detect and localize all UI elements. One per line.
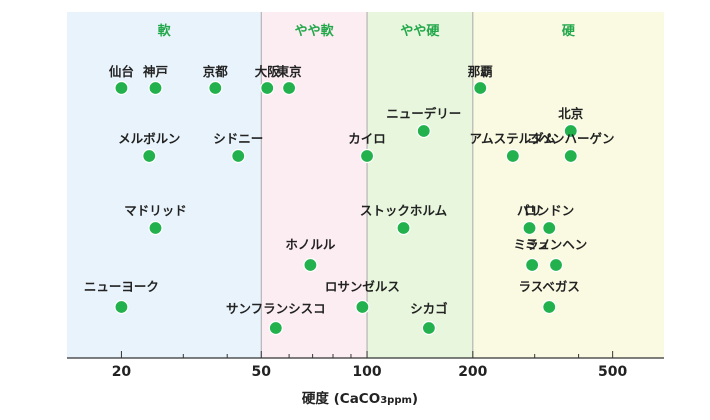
point-label-23: サンフランシスコ [226,301,326,316]
point-label-8: メルボルン [118,131,180,146]
band-3 [472,12,664,358]
point-24 [421,320,437,336]
point-9 [231,148,246,164]
point-label-17: ホノルル [285,237,336,252]
point-14 [396,220,411,236]
point-2 [208,80,223,96]
point-10 [359,148,375,164]
point-11 [505,148,520,164]
point-16 [542,220,557,236]
point-label-5: 那覇 [468,64,494,79]
tick-label-4: 500 [598,364,627,380]
point-label-12: コペンハーゲン [527,131,615,146]
point-label-19: ミュンヘン [525,237,588,252]
point-19 [548,257,564,273]
band-2 [367,12,473,358]
point-label-9: シドニー [213,131,263,146]
point-label-15: パリ [517,203,542,218]
point-label-21: ロサンゼルス [325,279,400,294]
point-23 [268,320,283,336]
x-axis: 20 50 100 200 500 [67,351,664,380]
point-label-14: ストックホルム [360,203,448,218]
point-label-4: 東京 [277,64,303,79]
point-3 [260,80,275,96]
point-label-7: 北京 [558,106,584,121]
tick-label-1: 50 [252,364,272,380]
x-axis-title-tail: ) [412,391,418,407]
point-21 [355,299,370,315]
tick-label-0: 20 [112,364,132,380]
band-label-1: やや軟 [295,23,335,39]
point-1 [148,80,163,96]
point-12 [563,148,578,164]
point-label-20: ニューヨーク [84,279,159,294]
point-5 [473,80,488,96]
point-22 [542,299,557,315]
x-axis-title-sub: 3ppm [380,395,412,406]
point-label-10: カイロ [348,131,386,146]
point-label-2: 京都 [203,64,229,79]
point-label-1: 神戸 [143,64,168,79]
band-1 [261,12,368,358]
band-label-0: 軟 [158,23,172,39]
tick-label-2: 100 [352,364,381,380]
band-0 [67,12,262,358]
point-15 [522,220,537,236]
point-8 [142,148,157,164]
point-7 [563,123,578,139]
point-4 [281,80,297,96]
band-label-3: 硬 [562,24,576,39]
point-0 [114,80,129,96]
x-axis-title-main: 硬度 (CaCO [302,390,380,407]
point-label-16: ロンドン [524,203,574,218]
point-label-6: ニューデリー [386,106,461,121]
point-label-3: 大阪 [255,64,281,79]
point-20 [114,299,129,315]
tick-label-3: 200 [458,364,487,380]
point-label-0: 仙台 [109,64,134,79]
point-label-18: ミラノ [513,237,550,252]
point-label-11: アムステルダム [470,131,557,146]
x-axis-title: 硬度 (CaCO3ppm) [302,390,418,407]
point-label-22: ラスベガス [519,279,580,294]
point-label-24: シカゴ [410,301,448,316]
point-label-13: マドリッド [124,203,187,218]
band-label-2: やや硬 [400,24,440,39]
point-18 [525,257,540,273]
point-6 [416,123,431,139]
point-13 [148,220,163,236]
point-17 [303,257,318,273]
hardness-bands: 軟 やや軟 やや硬 硬 [67,12,664,358]
